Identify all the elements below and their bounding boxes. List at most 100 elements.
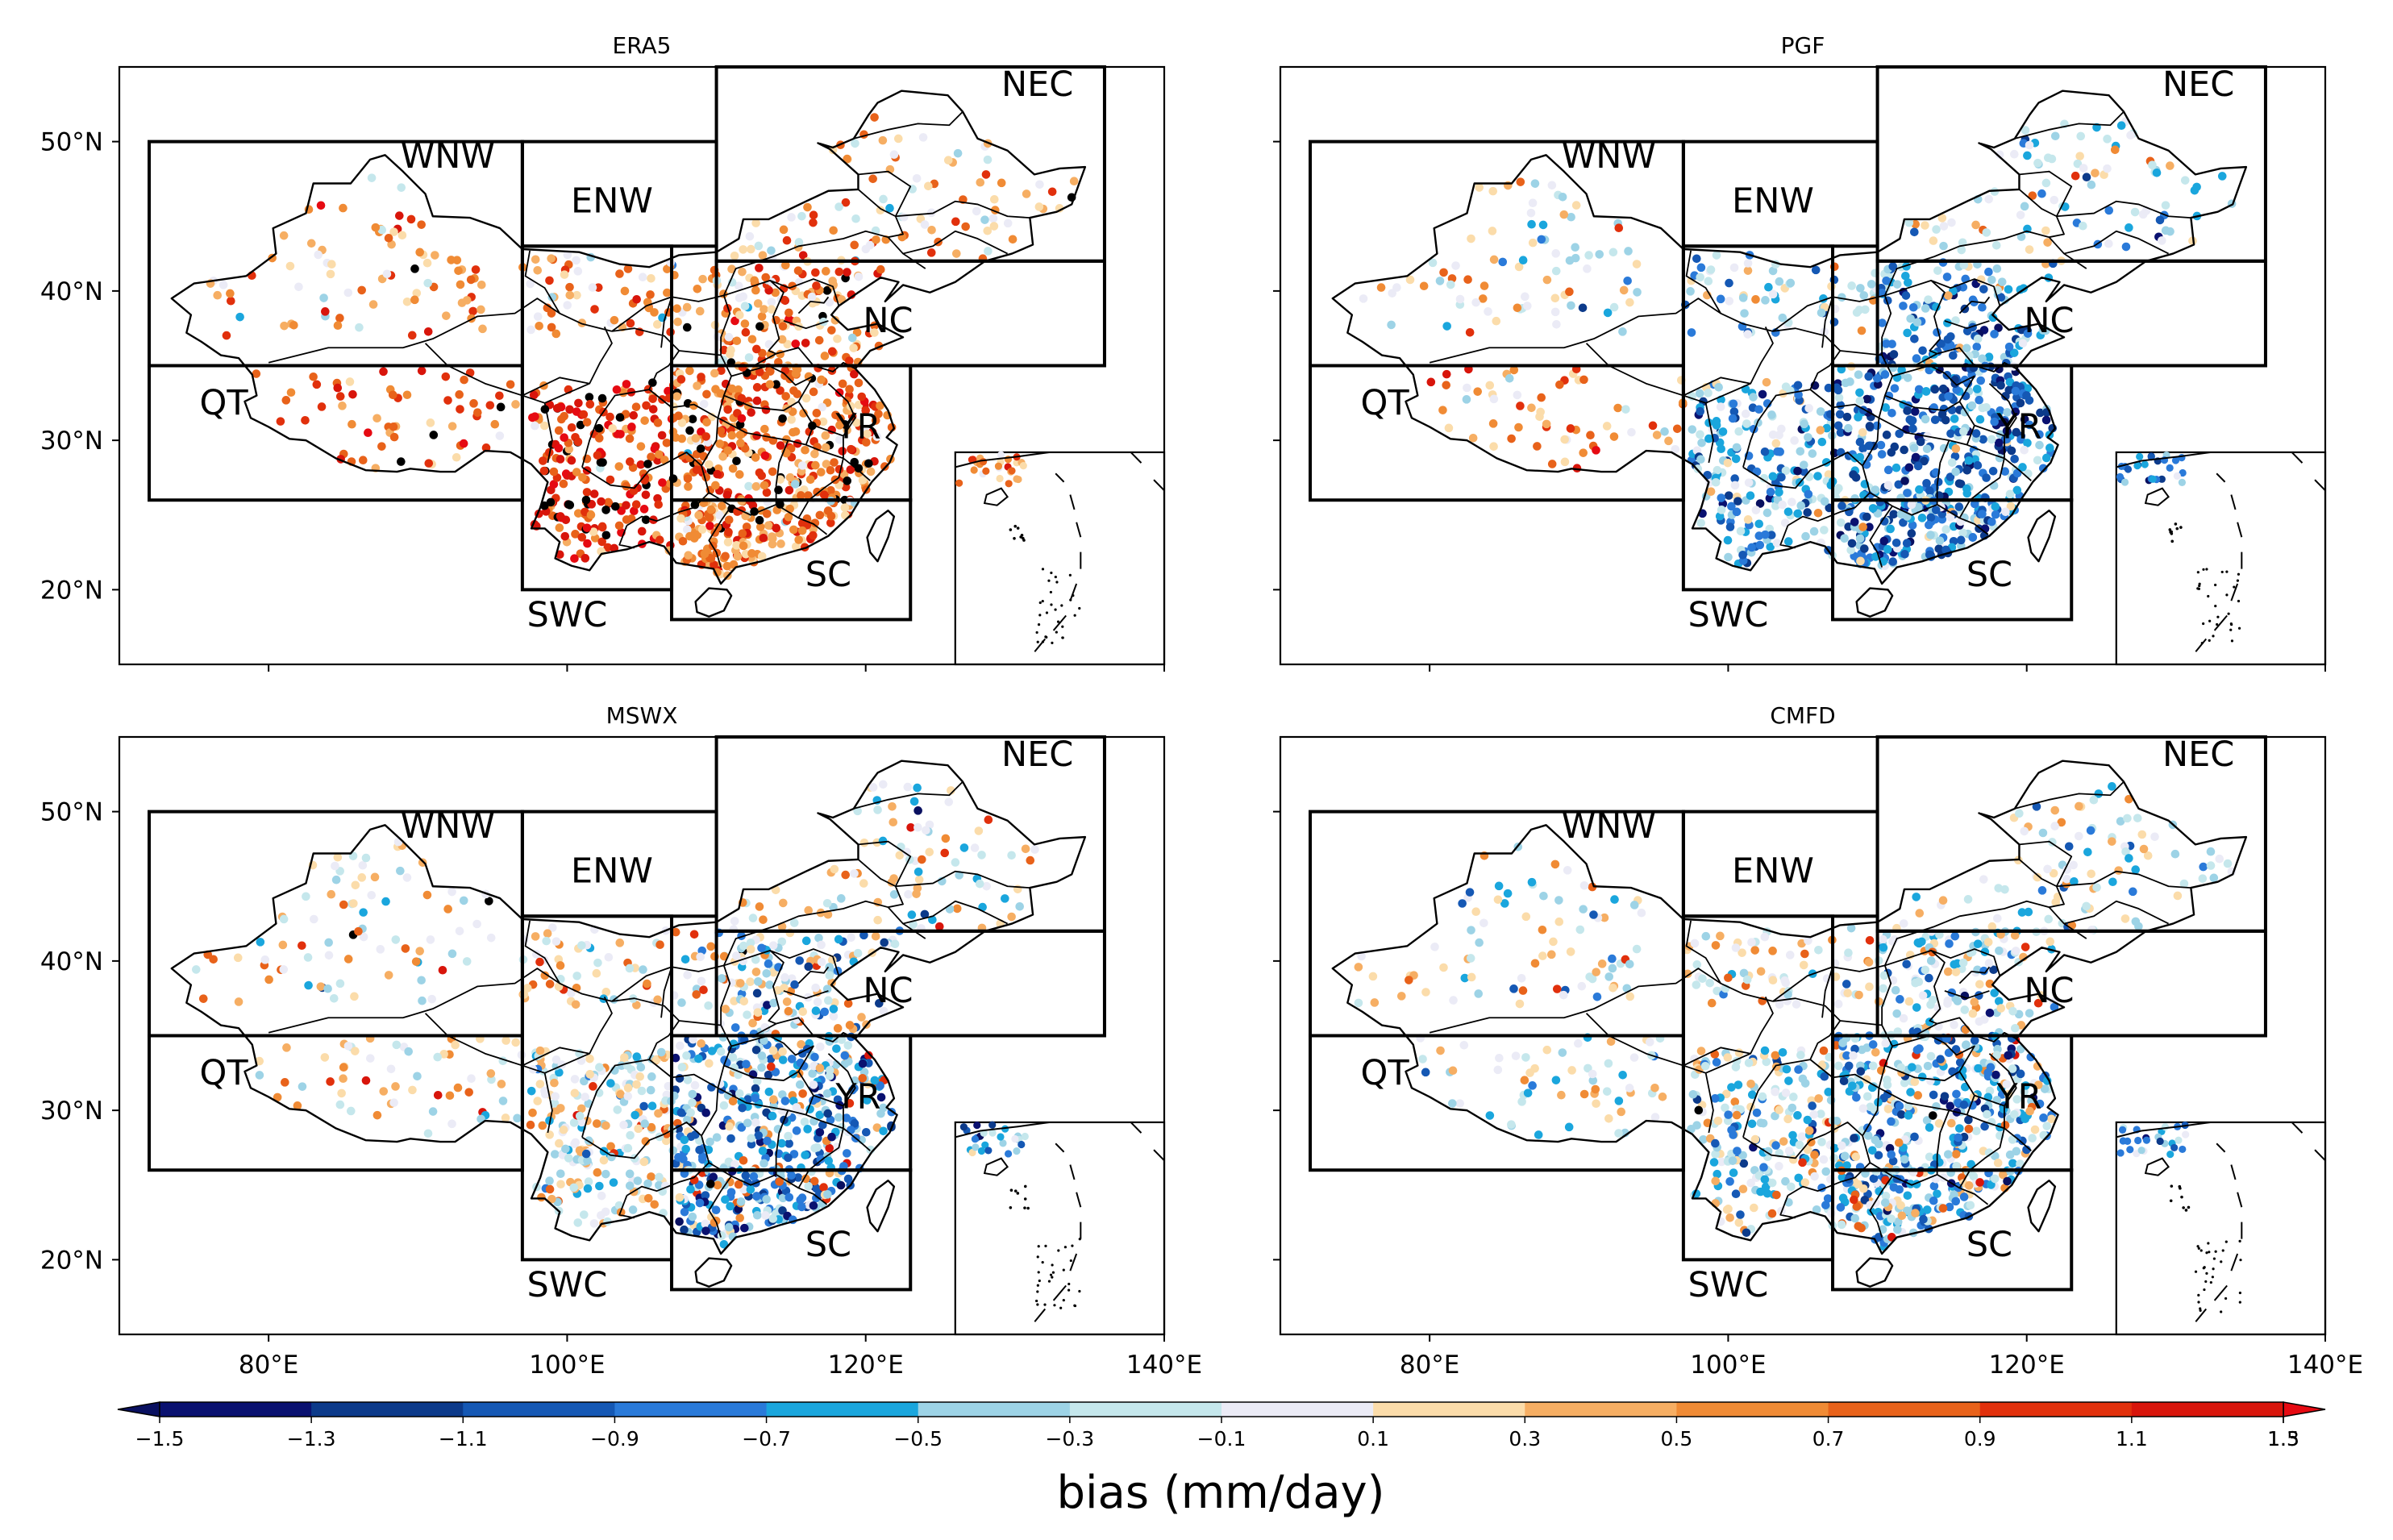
station-dot [823,1109,833,1118]
station-dot [984,247,993,256]
station-dot [734,1180,743,1189]
station-dot [2037,189,2046,198]
station-dot [1880,1198,1890,1207]
station-dot [914,867,923,876]
station-dot [1787,1182,1796,1192]
station-dot [384,971,393,980]
station-dot [1725,297,1734,306]
station-dot [813,997,822,1007]
station-dot [578,472,587,482]
station-dot [1711,1150,1720,1159]
station-dot [1609,248,1618,257]
station-dot [1929,236,1938,245]
station-dot [1618,1070,1627,1080]
station-dot [1996,381,2005,390]
station-dot [397,183,406,192]
station-dot [460,375,468,385]
station-dot [1847,281,1856,290]
station-dot [2010,149,2019,159]
station-dot [1872,373,1882,383]
station-dot [763,1136,772,1146]
station-dot [1865,935,1875,945]
station-dot [2050,195,2059,205]
station-dot [2166,464,2174,472]
station-dot [1990,330,1999,339]
station-dot [887,878,897,887]
station-dot [1952,385,1962,394]
station-dot [1602,1087,1612,1096]
station-dot [2006,502,2016,511]
station-dot [1584,251,1593,260]
station-dot [2091,169,2100,177]
station-dot [1922,1205,1932,1214]
station-dot [391,935,401,944]
station-dot [1782,1064,1792,1074]
station-dot [452,452,461,462]
station-dot [496,402,506,412]
station-dot [711,1205,721,1214]
station-dot [577,318,587,327]
station-dot [825,971,834,980]
station-dot [359,932,368,942]
station-dot [1591,1084,1600,1094]
station-dot [1973,939,1983,948]
station-dot [761,1211,770,1220]
station-dot [1736,1210,1745,1219]
station-dot [1713,1169,1722,1179]
station-dot [858,476,868,485]
station-dot [423,278,433,288]
inset-map [955,1122,1164,1334]
station-dot [1985,1008,1995,1018]
station-dot [951,249,961,258]
station-dot [1436,1046,1445,1055]
station-dot [1915,485,1924,494]
station-dot [1803,1115,1812,1125]
station-dot [829,281,838,290]
station-dot [2039,1113,2048,1122]
station-dot [1507,1120,1516,1129]
station-dot [955,479,963,487]
station-dot [620,286,630,296]
station-dot [1652,431,1662,439]
station-dot [1617,1107,1626,1117]
station-dot [1975,395,1983,405]
station-dot [333,383,343,393]
station-dot [2000,467,2010,476]
station-dot [1955,1124,1964,1133]
station-dot [1034,202,1044,211]
station-dot [943,156,953,165]
station-dot [675,1217,684,1226]
station-dot [697,525,707,534]
station-dot [1755,499,1765,508]
station-dot [1733,1147,1742,1155]
station-dot [982,881,991,891]
station-dot [2032,802,2041,811]
station-dot [585,393,594,402]
station-dot [654,500,663,510]
station-dot [1929,1196,1938,1205]
station-dot [2129,887,2137,897]
station-dot [643,1193,653,1203]
station-dot [821,443,830,452]
station-dot [588,283,597,292]
station-dot [528,1108,537,1118]
station-dot [1750,1203,1758,1213]
station-dot [1421,988,1430,997]
station-dot [674,411,683,421]
station-dot [560,270,569,279]
station-dot [545,1130,554,1139]
station-dot [970,466,978,474]
station-dot [595,1181,604,1191]
station-dot [1696,263,1706,273]
station-dot [1837,1220,1846,1230]
station-dot [1954,502,1964,511]
station-dot [331,875,341,884]
station-dot [1578,303,1588,313]
station-dot [752,396,762,406]
inset-map [955,452,1164,664]
station-dot [683,1115,692,1125]
station-dot [1721,1103,1729,1113]
station-dot [1767,1209,1777,1218]
station-dot [1768,289,1778,299]
station-dot [526,325,535,335]
